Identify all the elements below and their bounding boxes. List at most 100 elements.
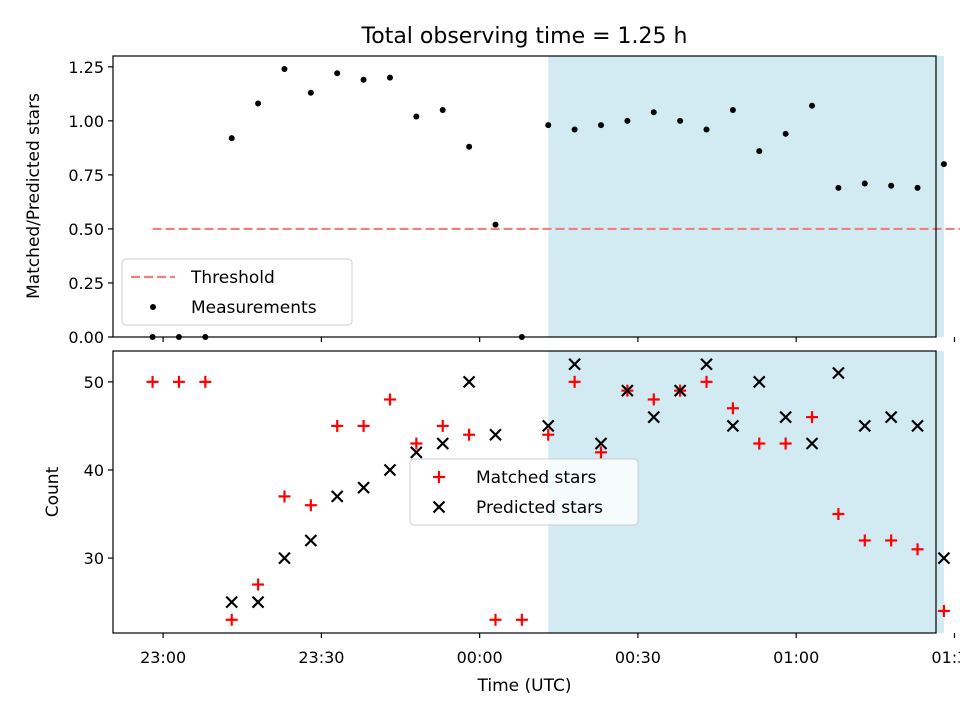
measurement-point	[545, 122, 552, 129]
predicted-star-point	[541, 419, 555, 433]
axes: 0.00 0.25 0.50 0.75 1.00 1.25 30 40 50 23:00 23:30…	[68, 55, 960, 667]
predicted-star-point	[647, 410, 661, 424]
bottom-panel-marks	[146, 357, 951, 626]
measurement-point	[835, 184, 842, 191]
predicted-star-point	[383, 463, 397, 477]
matched-star-point	[568, 375, 581, 388]
measurement-point	[914, 184, 921, 191]
measurement-point	[677, 117, 684, 124]
matched-star-point	[542, 428, 555, 441]
x-tick-label: 01:30	[931, 648, 960, 667]
measurement-point	[782, 130, 789, 137]
measurement-point	[756, 148, 763, 155]
measurement-point	[650, 109, 657, 116]
predicted-star-point	[489, 428, 502, 441]
legends: Threshold Measurements Matched stars Predic…	[121, 258, 639, 526]
matched-star-point	[594, 446, 607, 459]
predicted-star-point	[700, 357, 713, 371]
x-tick-label: 01:00	[773, 648, 819, 667]
predicted-star-point	[726, 419, 740, 433]
axes-frame-0	[112, 55, 937, 338]
measurement-point	[334, 70, 341, 77]
matched-star-point	[463, 428, 476, 441]
measurement-point	[492, 221, 499, 228]
measurement-point	[703, 126, 710, 133]
measurement-point	[729, 107, 736, 114]
x-axis-label: Time (UTC)	[477, 676, 572, 696]
measurement-point	[940, 161, 947, 168]
predicted-star-point	[594, 437, 608, 450]
predicted-star-point	[357, 481, 370, 494]
matched-star-point	[911, 543, 924, 556]
measurement-point	[597, 122, 604, 129]
y-tick-label: 50	[84, 373, 104, 392]
predicted-star-point	[858, 419, 872, 433]
predicted-star-point	[251, 595, 265, 609]
predicted-star-point	[225, 595, 238, 609]
predicted-star-point	[911, 419, 924, 433]
predicted-star-point	[436, 437, 450, 450]
measurement-point	[888, 182, 895, 189]
matched-star-point	[489, 613, 502, 626]
measurement-point	[307, 89, 314, 96]
predicted-star-point	[304, 534, 318, 547]
y-tick-label: 0.25	[68, 274, 104, 293]
shaded-regions	[548, 56, 944, 633]
x-tick-label: 23:30	[298, 648, 344, 667]
top-y-axis-label: Matched/Predicted stars	[24, 93, 44, 299]
measurement-point	[360, 76, 367, 83]
predicted-star-point	[752, 375, 766, 389]
y-tick-label: 1.25	[68, 58, 104, 77]
chart-title: Total observing time = 1.25 h	[361, 24, 688, 49]
predicted-star-point	[832, 366, 845, 380]
measurement-point	[228, 135, 235, 142]
legend-matched-label: Matched stars	[476, 468, 596, 488]
predicted-star-point	[462, 375, 476, 389]
y-tick-label: 30	[84, 549, 104, 568]
measurement-point	[413, 113, 420, 120]
measurement-point	[281, 65, 288, 72]
matched-star-point	[383, 393, 396, 406]
matched-star-point	[700, 375, 713, 388]
matched-star-point	[410, 437, 423, 450]
matched-star-point	[647, 393, 660, 406]
x-tick-label: 23:00	[140, 648, 186, 667]
matched-star-point	[225, 613, 238, 626]
y-tick-label: 40	[84, 461, 104, 480]
matched-star-point	[252, 578, 265, 591]
measurement-point	[571, 126, 578, 133]
x-tick-label: 00:00	[457, 648, 503, 667]
x-tick-label: 00:30	[615, 648, 661, 667]
matched-star-point	[331, 419, 344, 432]
matched-star-point	[885, 534, 898, 547]
bottom-y-axis-label: Count	[43, 466, 63, 517]
matched-star-point	[357, 419, 370, 432]
top-panel-marks	[149, 65, 960, 340]
matched-star-point	[937, 604, 950, 617]
y-tick-label: 0.75	[68, 166, 104, 185]
predicted-star-point	[568, 357, 581, 371]
predicted-star-point	[884, 410, 898, 424]
legend-threshold-label: Threshold	[190, 268, 275, 288]
y-tick-label: 0.50	[68, 220, 104, 239]
measurement-point	[861, 180, 868, 187]
y-tick-label: 0.00	[68, 328, 104, 347]
measurement-point	[466, 143, 473, 150]
predicted-star-point	[278, 551, 291, 565]
matched-star-point	[858, 534, 871, 547]
predicted-star-point	[621, 384, 634, 397]
matched-star-point	[172, 375, 185, 388]
observing-window-0	[548, 56, 944, 337]
predicted-star-point	[673, 384, 687, 397]
predicted-star-point	[805, 437, 819, 450]
legend-predicted-label: Predicted stars	[476, 498, 603, 518]
top-legend	[121, 258, 353, 326]
measurement-point	[439, 107, 446, 114]
measurement-point	[386, 74, 393, 81]
measurement-point	[624, 117, 631, 124]
matched-star-point	[515, 613, 528, 626]
matched-star-point	[779, 437, 792, 450]
predicted-star-point	[410, 446, 423, 459]
matched-star-point	[436, 419, 449, 432]
